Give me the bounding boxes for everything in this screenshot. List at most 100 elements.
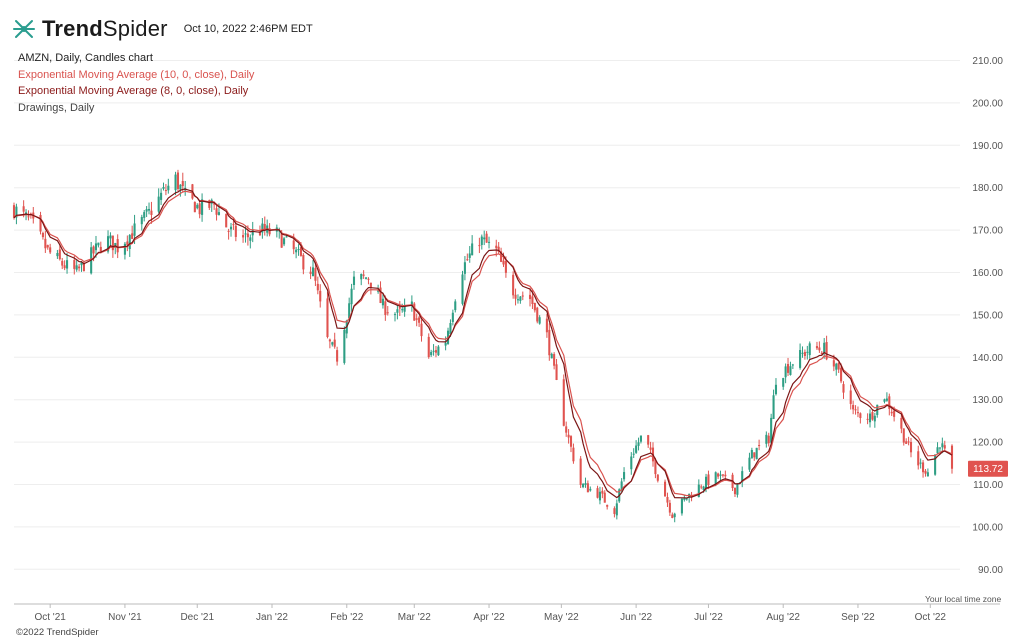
- candle-body: [283, 238, 286, 245]
- candle-body: [80, 262, 83, 266]
- candle: [707, 470, 710, 490]
- candle: [664, 479, 667, 497]
- candle-body: [480, 236, 483, 245]
- time-axis[interactable]: Oct '21 Nov '21 Dec '21 Jan '22 Feb '22 Mar '…: [34, 604, 946, 623]
- candle-body: [784, 366, 787, 378]
- candle-body: [697, 484, 700, 498]
- candle-body: [97, 242, 100, 246]
- y-tick-label: 200.00: [972, 98, 1003, 109]
- candle: [569, 435, 573, 453]
- candle: [613, 506, 616, 518]
- candle-body: [536, 307, 539, 322]
- candle-body: [943, 445, 946, 449]
- candle-body: [261, 223, 264, 233]
- candle-body: [229, 226, 233, 230]
- candle: [837, 362, 840, 373]
- x-tick-label: Oct '21: [34, 612, 66, 623]
- legend-ema-10[interactable]: Exponential Moving Average (10, 0, close…: [18, 68, 255, 81]
- x-tick-label: Jun '22: [620, 612, 652, 623]
- price-axis[interactable]: 210.00 200.00 190.00 180.00 170.00 160.00 150.…: [972, 56, 1003, 576]
- candle: [427, 333, 430, 359]
- candle-body: [263, 224, 266, 231]
- candle-body: [336, 350, 339, 362]
- y-tick-label: 140.00: [972, 353, 1003, 364]
- candle: [808, 341, 811, 359]
- candle-body: [451, 312, 454, 322]
- y-tick-label: 170.00: [972, 226, 1003, 237]
- candle: [352, 270, 356, 290]
- candle: [393, 312, 397, 322]
- candle-body: [461, 274, 464, 304]
- y-tick-label: 180.00: [972, 183, 1003, 194]
- candle: [145, 206, 148, 218]
- legend-ema-8[interactable]: Exponential Moving Average (8, 0, close)…: [18, 85, 249, 97]
- candle-body: [664, 481, 667, 497]
- candle: [842, 381, 845, 399]
- candle-body: [377, 290, 380, 292]
- candle-body: [917, 451, 920, 466]
- candle: [936, 442, 939, 455]
- candle: [242, 229, 245, 243]
- candle-body: [365, 277, 368, 279]
- chart-legend: AMZN, Daily, Candles chart Exponential M…: [18, 50, 254, 116]
- candle-body: [603, 492, 606, 503]
- candle: [367, 277, 370, 285]
- candle-body: [302, 254, 305, 270]
- candle-body: [285, 236, 288, 238]
- candle: [589, 486, 592, 492]
- candle-body: [126, 241, 129, 246]
- candle: [396, 305, 399, 320]
- candle-body: [531, 296, 534, 304]
- candle-body: [868, 413, 872, 423]
- legend-drawings[interactable]: Drawings, Daily: [18, 101, 95, 114]
- candle-body: [478, 245, 481, 247]
- candle: [78, 263, 81, 272]
- candle: [160, 188, 163, 205]
- candle: [381, 293, 384, 309]
- legend-symbol[interactable]: AMZN, Daily, Candles chart: [18, 52, 153, 64]
- candle: [555, 358, 558, 381]
- candle-body: [873, 415, 876, 422]
- candle: [533, 302, 536, 313]
- candle-body: [774, 384, 778, 395]
- candle-body: [767, 435, 770, 444]
- candle-body: [280, 233, 283, 248]
- x-tick-label: Apr '22: [473, 612, 505, 623]
- candle-body: [934, 454, 937, 475]
- candle: [128, 234, 131, 257]
- candle: [924, 468, 927, 477]
- candle-body: [666, 496, 669, 503]
- y-tick-label: 150.00: [972, 310, 1003, 321]
- candle-body: [99, 246, 102, 252]
- candle-body: [538, 317, 541, 324]
- candle-body: [647, 435, 650, 445]
- candle-body: [319, 290, 322, 302]
- candle: [801, 346, 804, 358]
- candle: [343, 326, 346, 365]
- candle-body: [292, 240, 295, 250]
- candle-body: [512, 274, 515, 296]
- candle-body: [741, 471, 744, 483]
- candle-body: [533, 302, 536, 311]
- candle: [384, 295, 387, 321]
- x-tick-label: Jul '22: [694, 612, 723, 623]
- candle-body: [936, 447, 939, 454]
- candle: [283, 236, 286, 247]
- candle: [29, 212, 32, 219]
- candle: [868, 409, 872, 428]
- candle-body: [562, 379, 565, 426]
- candle-body: [116, 239, 119, 253]
- candle-body: [748, 457, 751, 470]
- candle: [131, 225, 134, 240]
- candle-body: [818, 347, 821, 351]
- candle-body: [950, 445, 954, 469]
- candle: [815, 341, 819, 351]
- candle-body: [82, 262, 85, 271]
- candle-body: [449, 322, 452, 335]
- candle: [548, 323, 551, 361]
- candle: [227, 228, 230, 240]
- candle: [463, 256, 466, 281]
- candle-body: [56, 252, 59, 257]
- candle-body: [685, 498, 688, 500]
